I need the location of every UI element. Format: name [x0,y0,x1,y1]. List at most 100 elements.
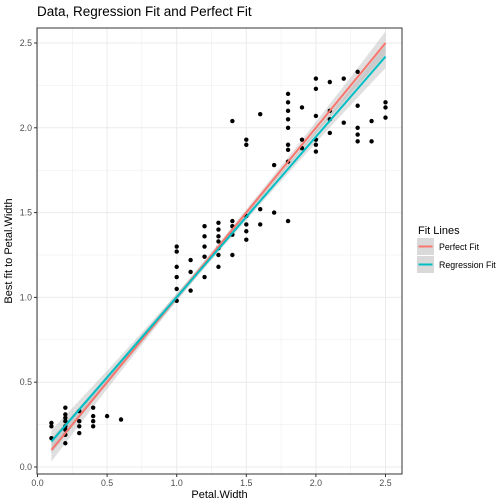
data-point [202,254,207,259]
data-point [369,118,374,124]
data-point [216,227,221,232]
data-point [383,100,388,105]
data-point [216,252,221,258]
perfect-fit-line [50,42,387,451]
chart-title: Data, Regression Fit and Perfect Fit [37,4,252,19]
data-point [285,218,291,224]
data-point [174,264,179,270]
x-tick-label: 2.5 [379,478,391,488]
data-point [355,132,360,137]
data-point [313,86,319,91]
y-axis-title: Best fit to Petal.Width [3,198,15,303]
data-point [285,147,291,153]
data-point [369,139,374,144]
legend-key-perfect-fit [417,238,434,255]
legend-label-regression-fit: Regression Fit [439,260,496,270]
data-point [63,405,68,410]
data-point [383,105,388,110]
data-point [77,430,82,436]
y-tick-label: 0.5 [20,377,32,387]
data-point [202,223,207,229]
data-point [271,162,277,168]
data-point [90,419,96,424]
x-tick-label: 2.0 [310,478,322,488]
legend-key-regression-fit [417,256,434,273]
x-tick-label: 1.0 [171,478,183,488]
y-tick-label: 1.0 [20,292,32,302]
data-point [77,424,82,429]
plot-panel [37,28,402,474]
data-point [258,112,263,117]
data-point [258,222,263,227]
data-point [216,239,221,244]
data-point [188,288,193,293]
data-point [230,252,235,258]
data-point [174,244,179,249]
data-point [63,415,68,421]
data-point [341,76,346,81]
axis-ticks: 0.0 0.5 1.0 1.5 2.0 2.5 0.0 0.5 1.0 1.5 2.0 2.5 [20,38,392,488]
data-point [216,220,221,225]
data-point [49,424,54,429]
data-point [202,274,207,280]
data-point [63,412,68,417]
data-point [313,149,319,154]
x-tick-label: 0.0 [31,478,43,488]
fit-lines [50,42,387,451]
data-point [285,91,291,97]
data-point [341,120,346,125]
data-point [230,218,235,224]
y-tick-label: 1.5 [20,208,32,218]
data-point [355,103,360,108]
data-point [285,142,291,147]
data-point [90,413,96,419]
data-point [383,115,388,120]
data-point [299,137,305,142]
data-point [202,234,207,239]
data-point [244,137,249,142]
plot-border [36,27,403,475]
data-point [327,79,333,85]
data-point [355,139,360,144]
y-tick-label: 0.0 [20,462,32,472]
data-point [216,234,221,239]
data-point [188,269,193,275]
y-tick-label: 2.0 [20,123,32,133]
data-point [355,125,360,130]
regression-fit-line [50,55,387,443]
data-point [230,118,235,124]
data-point [327,130,333,136]
data-point [174,249,179,254]
data-point [63,441,68,446]
data-point [355,69,360,75]
data-point [77,419,82,424]
data-point [244,229,249,234]
data-point [285,117,291,122]
data-point [258,207,263,212]
data-point [188,257,193,263]
data-point [104,413,110,419]
y-tick-label: 2.5 [20,38,32,48]
data-point [118,417,124,422]
data-point [285,108,291,114]
data-point [299,105,305,110]
data-point [285,125,291,130]
data-point [49,420,54,426]
data-point [63,419,68,424]
legend: Fit Lines Perfect Fit Regression Fit [417,225,496,273]
legend-title: Fit Lines [418,225,460,237]
x-tick-label: 0.5 [101,478,113,488]
x-axis-title: Petal.Width [191,489,247,501]
data-point [174,274,179,280]
data-point [216,264,221,270]
x-tick-label: 1.5 [240,478,252,488]
data-point [90,405,96,410]
data-point [244,222,249,227]
legend-label-perfect-fit: Perfect Fit [439,242,480,252]
data-point [313,76,319,81]
data-point [244,142,249,147]
data-point [90,424,96,429]
data-point [271,210,277,215]
data-point [285,100,291,105]
